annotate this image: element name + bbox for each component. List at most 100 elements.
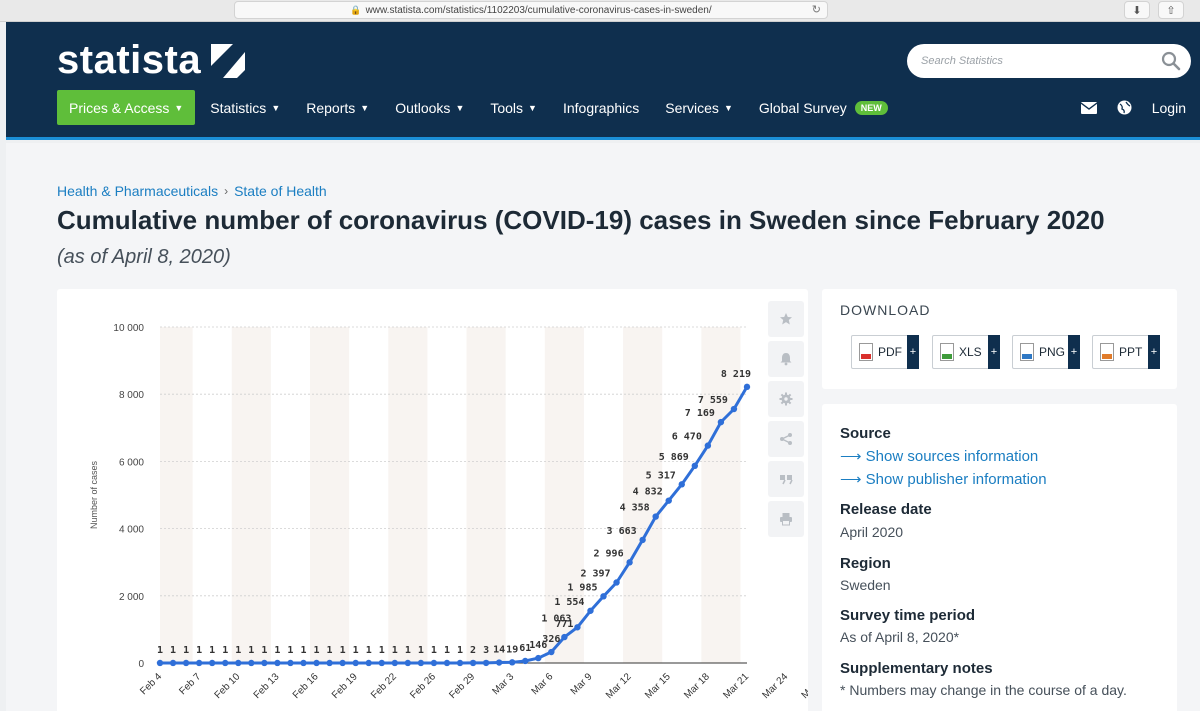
download-xls-button[interactable]: XLS + xyxy=(932,335,1000,369)
nav-prices-access[interactable]: Prices & Access ▼ xyxy=(57,90,196,125)
nav-services[interactable]: Services ▼ xyxy=(652,90,746,125)
x-tick-label: Feb 13 xyxy=(252,671,282,701)
data-point xyxy=(509,659,516,666)
y-tick-label: 10 000 xyxy=(113,323,144,334)
download-png-button[interactable]: PNG + xyxy=(1012,335,1080,369)
breadcrumb-current[interactable]: State of Health xyxy=(234,183,327,199)
data-label: 1 xyxy=(235,645,241,656)
data-label: 1 xyxy=(300,645,306,656)
png-file-icon xyxy=(1020,343,1034,361)
nav-statistics[interactable]: Statistics ▼ xyxy=(197,90,293,125)
page-title: Cumulative number of coronavirus (COVID-… xyxy=(57,205,1105,235)
data-label: 1 xyxy=(170,645,176,656)
data-point xyxy=(691,462,699,470)
data-label: 1 xyxy=(327,645,333,656)
star-icon[interactable] xyxy=(768,301,804,337)
nav-label: Infographics xyxy=(562,99,640,116)
download-xls-label: XLS xyxy=(959,345,982,359)
data-point xyxy=(287,659,294,667)
nav-infographics[interactable]: Infographics xyxy=(550,90,652,125)
nav-outlooks[interactable]: Outlooks ▼ xyxy=(382,90,477,125)
data-label: 1 xyxy=(444,645,450,656)
data-point xyxy=(730,405,738,413)
data-label: 4 832 xyxy=(633,487,663,498)
show-sources-link[interactable]: ⟶ Show sources information xyxy=(840,447,1038,465)
data-label: 5 869 xyxy=(659,452,689,463)
site-header: statista Prices & Access ▼ Statistics ▼ Re… xyxy=(6,22,1200,140)
data-point xyxy=(743,383,751,391)
download-pdf-label: PDF xyxy=(878,345,902,359)
survey-period-value: As of April 8, 2020* xyxy=(840,629,960,645)
gear-icon[interactable] xyxy=(768,381,804,417)
data-point xyxy=(274,659,281,667)
plus-icon: + xyxy=(1148,335,1160,369)
data-label: 1 xyxy=(157,645,163,656)
source-label: Source xyxy=(840,425,891,442)
share-browser-icon[interactable]: ⇧ xyxy=(1158,1,1184,19)
reload-icon[interactable]: ↻ xyxy=(811,4,821,16)
data-point xyxy=(717,418,725,426)
data-label: 326 xyxy=(542,634,560,645)
chart-band xyxy=(231,327,271,663)
supplementary-notes-label: Supplementary notes xyxy=(840,660,993,677)
data-point xyxy=(391,659,398,667)
nav-reports[interactable]: Reports ▼ xyxy=(293,90,382,125)
lock-icon: 🔒 xyxy=(350,4,362,15)
download-ppt-button[interactable]: PPT + xyxy=(1092,335,1160,369)
globe-icon[interactable] xyxy=(1116,99,1134,117)
mail-icon[interactable] xyxy=(1080,99,1098,117)
share-icon[interactable] xyxy=(768,421,804,457)
data-label: 1 xyxy=(418,645,424,656)
chart-card: 0 2 000 4 000 6 000 8 000 10 000 Number of cas… xyxy=(57,289,808,711)
bell-icon[interactable] xyxy=(768,341,804,377)
x-tick-label: Feb 29 xyxy=(447,671,477,701)
data-point xyxy=(561,633,568,641)
data-label: 1 xyxy=(222,645,228,656)
data-label: 5 317 xyxy=(646,470,676,481)
region-label: Region xyxy=(840,555,891,572)
statista-logo[interactable]: statista xyxy=(57,37,246,82)
data-point xyxy=(652,513,659,520)
download-png-label: PNG xyxy=(1039,345,1066,359)
data-point xyxy=(495,659,503,666)
download-icon[interactable]: ⬇ xyxy=(1124,1,1150,19)
x-tick-label: Feb 16 xyxy=(291,671,321,701)
x-tick-label: Mar 21 xyxy=(721,671,751,701)
x-tick-label: Feb 10 xyxy=(213,671,243,701)
nav-tools[interactable]: Tools ▼ xyxy=(477,90,550,125)
logo-text: statista xyxy=(57,37,202,82)
data-label: 146 xyxy=(529,640,547,651)
login-link[interactable]: Login xyxy=(1151,99,1186,116)
address-bar[interactable]: 🔒 www.statista.com/statistics/1102203/cu… xyxy=(234,1,828,19)
nav-global-survey[interactable]: Global Survey NEW xyxy=(746,90,901,125)
y-axis-label: Number of cases xyxy=(89,460,99,529)
logo-mark-icon xyxy=(211,43,246,78)
chart-band xyxy=(310,327,350,663)
download-pdf-button[interactable]: PDF + xyxy=(851,335,919,369)
data-label: 1 554 xyxy=(554,597,584,608)
data-label: 6 470 xyxy=(672,432,702,443)
quote-icon[interactable] xyxy=(768,461,804,497)
data-point xyxy=(678,481,685,488)
show-sources-text: Show sources information xyxy=(865,448,1039,465)
data-label: 1 xyxy=(379,645,385,656)
data-point xyxy=(469,659,477,667)
data-point xyxy=(704,442,712,449)
region-value: Sweden xyxy=(840,577,891,593)
data-point xyxy=(535,654,542,662)
nav-label: Prices & Access xyxy=(69,99,170,116)
show-publisher-link[interactable]: ⟶ Show publisher information xyxy=(840,470,1047,488)
data-point xyxy=(182,659,190,667)
data-point xyxy=(574,624,581,631)
x-tick-label: Mar 3 xyxy=(490,671,516,697)
arrow-right-icon: ⟶ xyxy=(840,471,866,488)
search-icon[interactable] xyxy=(1161,51,1181,71)
print-icon[interactable] xyxy=(768,501,804,537)
data-point xyxy=(665,497,672,504)
data-point xyxy=(248,659,255,667)
search-input[interactable] xyxy=(921,44,1157,78)
breadcrumb-parent[interactable]: Health & Pharmaceuticals xyxy=(57,183,219,199)
x-tick-label: Feb 26 xyxy=(408,671,438,701)
data-point xyxy=(600,593,607,600)
x-tick-label: Feb 22 xyxy=(369,671,399,701)
